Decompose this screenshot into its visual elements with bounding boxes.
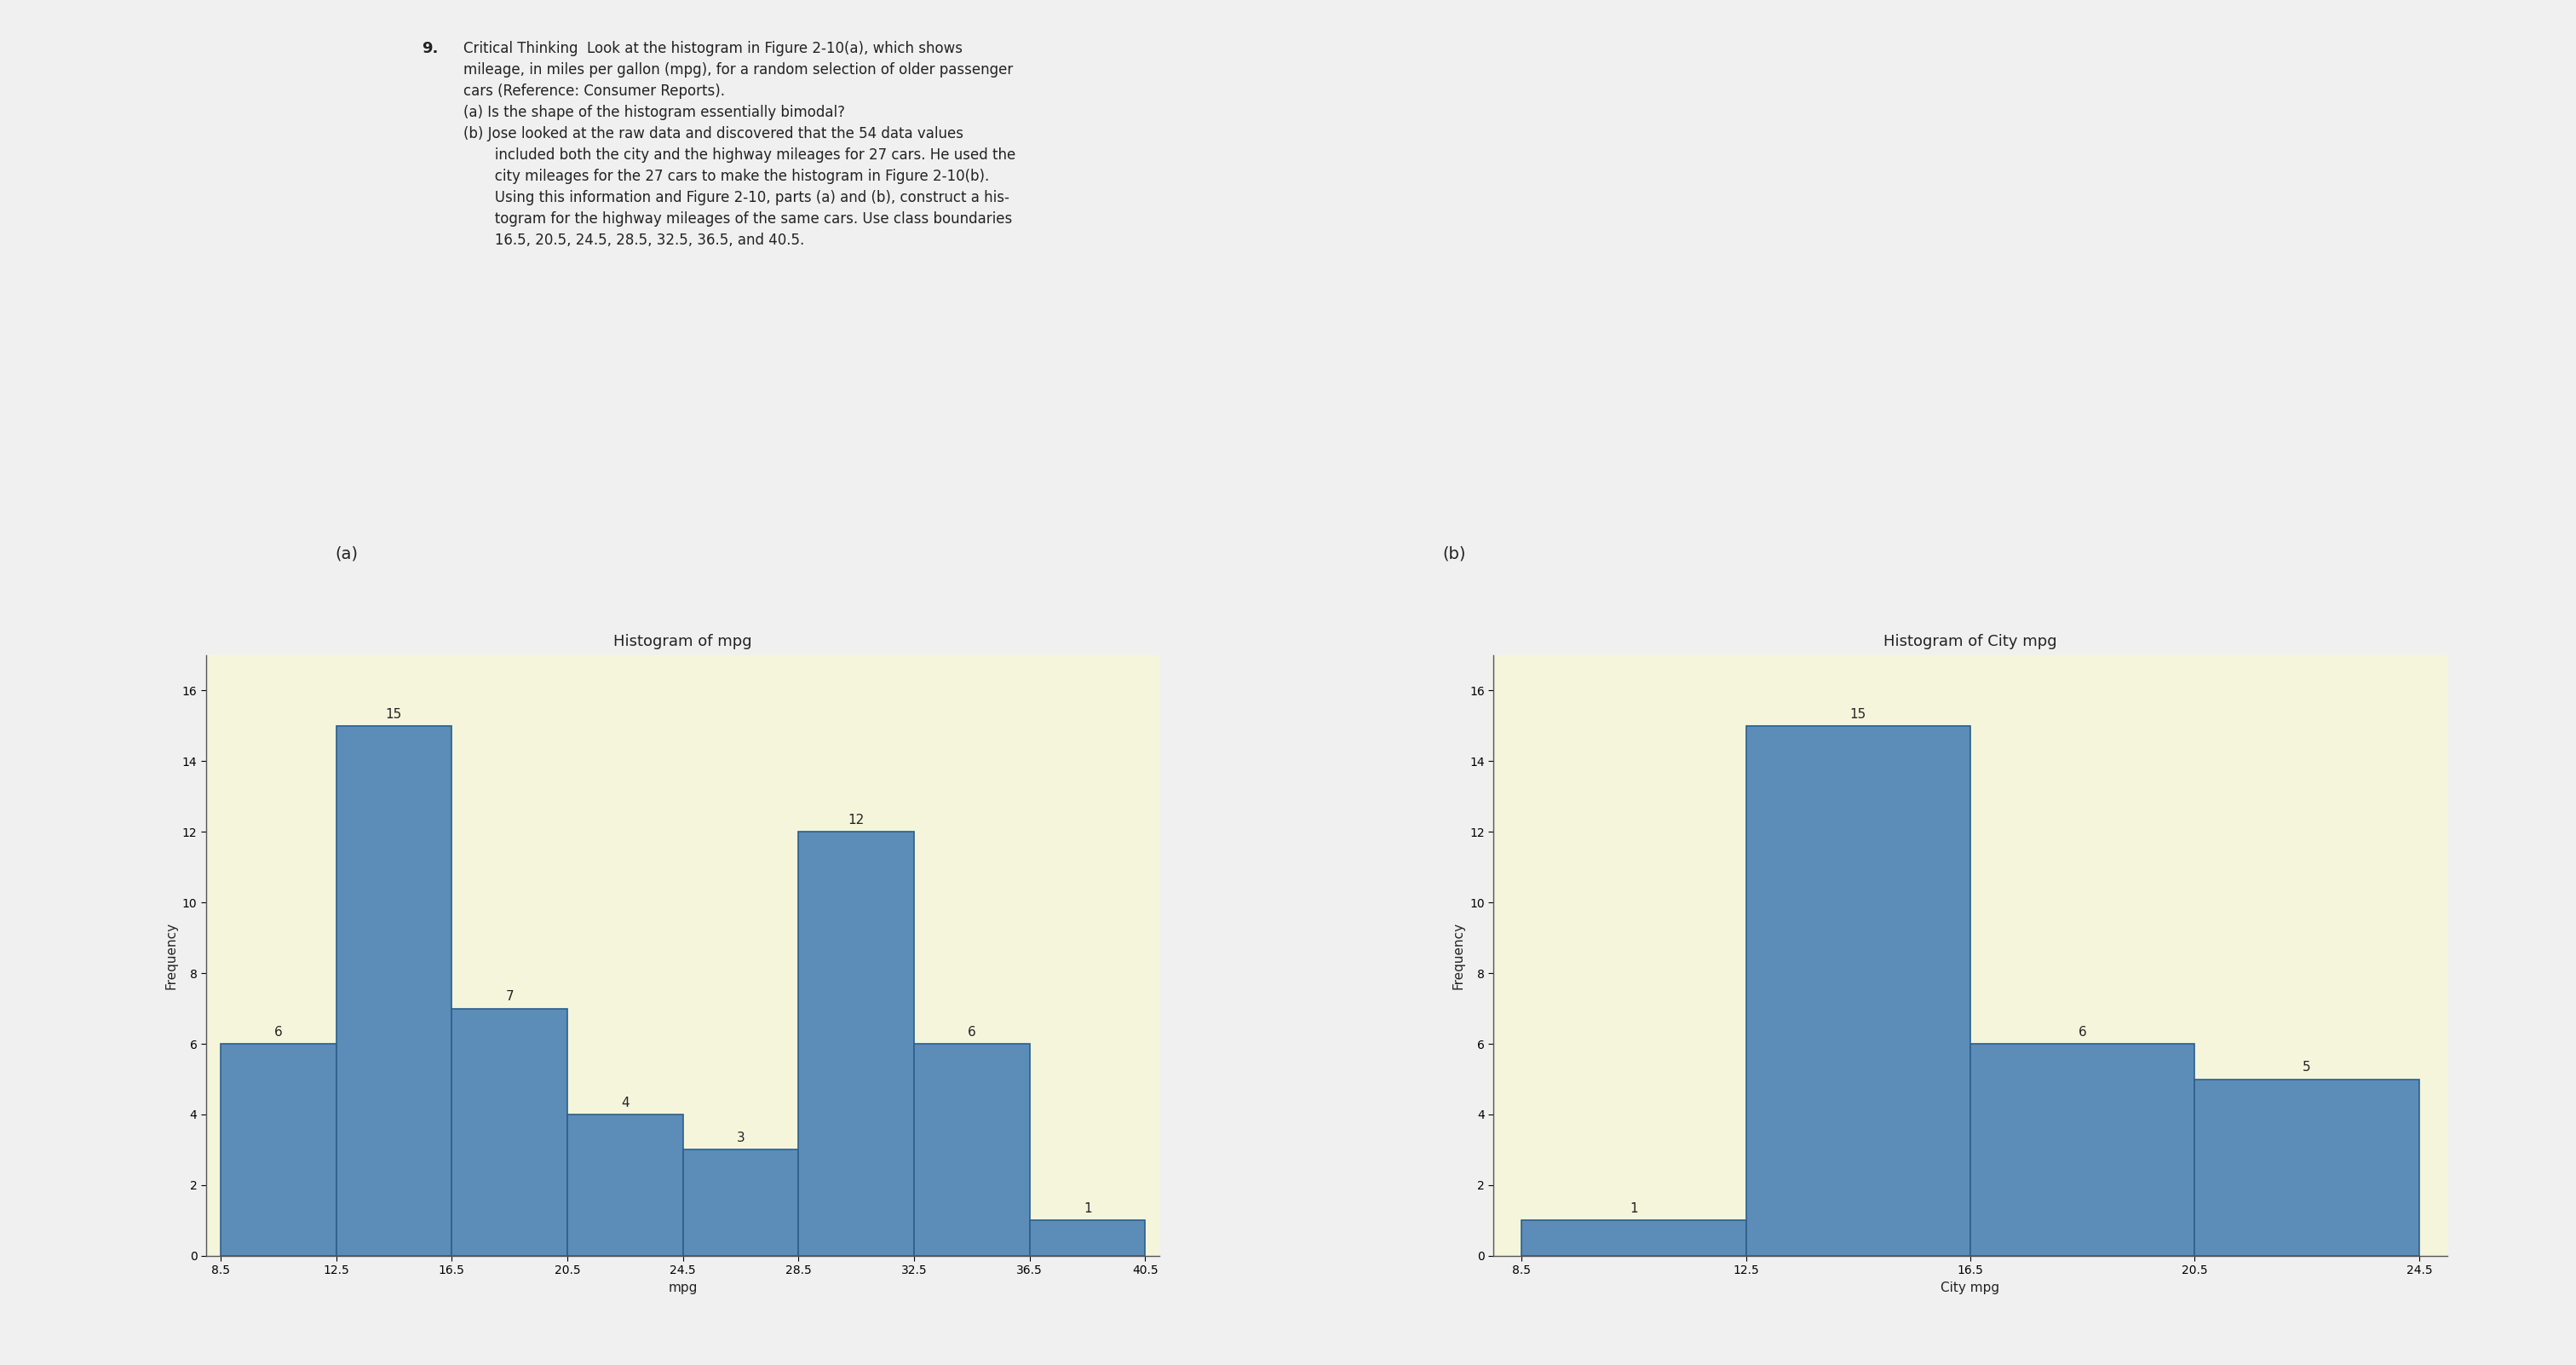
Bar (1522, 1220, 1747, 1256)
Bar (1971, 1044, 2195, 1256)
Bar (222, 1044, 335, 1256)
Text: 6: 6 (2079, 1025, 2087, 1039)
Text: 4: 4 (621, 1096, 629, 1110)
Text: (a): (a) (335, 546, 358, 562)
Bar (1747, 726, 1971, 1256)
Bar (567, 1114, 683, 1256)
Bar (335, 726, 451, 1256)
Text: 6: 6 (969, 1025, 976, 1039)
Text: 6: 6 (273, 1025, 283, 1039)
Bar (683, 1149, 799, 1256)
Bar (799, 831, 914, 1256)
Text: 9.: 9. (422, 41, 438, 56)
X-axis label: City mpg: City mpg (1940, 1282, 1999, 1294)
Bar (1030, 1220, 1146, 1256)
Text: 5: 5 (2303, 1061, 2311, 1074)
Text: 7: 7 (505, 991, 513, 1003)
Text: 3: 3 (737, 1132, 744, 1144)
Y-axis label: Frequency: Frequency (1453, 921, 1466, 990)
Text: 1: 1 (1631, 1203, 1638, 1215)
X-axis label: mpg: mpg (667, 1282, 698, 1294)
Text: 12: 12 (848, 814, 866, 827)
Title: Histogram of City mpg: Histogram of City mpg (1883, 633, 2058, 650)
Text: Critical Thinking  Look at the histogram in Figure 2-10(a), which shows
mileage,: Critical Thinking Look at the histogram … (464, 41, 1015, 248)
Bar (451, 1009, 567, 1256)
Y-axis label: Frequency: Frequency (165, 921, 178, 990)
Bar (914, 1044, 1030, 1256)
Text: 1: 1 (1084, 1203, 1092, 1215)
Text: 15: 15 (1850, 708, 1868, 721)
Title: Histogram of mpg: Histogram of mpg (613, 633, 752, 650)
Text: (b): (b) (1443, 546, 1466, 562)
Text: 15: 15 (386, 708, 402, 721)
Bar (2195, 1080, 2419, 1256)
